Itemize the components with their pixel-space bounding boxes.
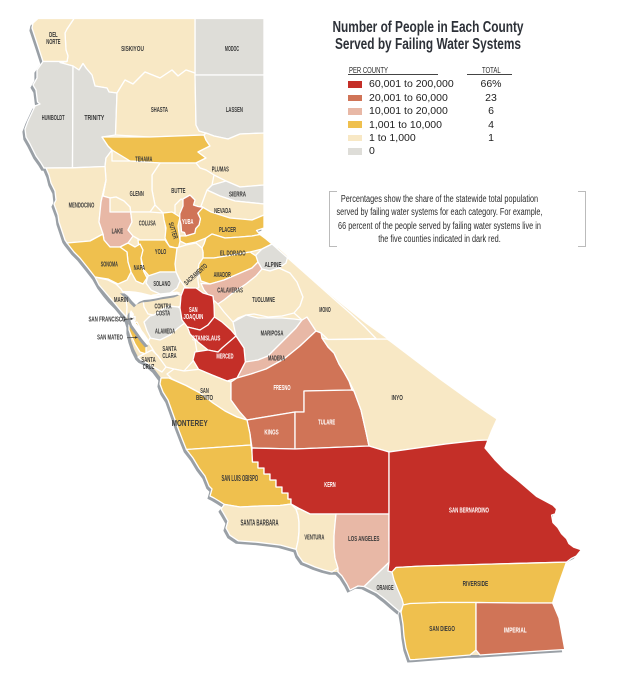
svg-text:AMADOR: AMADOR — [214, 272, 231, 279]
svg-text:MARIN: MARIN — [114, 297, 128, 304]
svg-text:IMPERIAL: IMPERIAL — [504, 628, 527, 635]
svg-text:SAN LUIS OBISPO: SAN LUIS OBISPO — [222, 474, 259, 483]
svg-text:LAKE: LAKE — [112, 229, 124, 236]
svg-text:TEHAMA: TEHAMA — [135, 156, 152, 163]
svg-text:ALPINE: ALPINE — [264, 262, 281, 269]
svg-text:HUMBOLDT: HUMBOLDT — [42, 115, 65, 122]
svg-text:SIERRA: SIERRA — [229, 191, 246, 198]
svg-text:ORANGE: ORANGE — [376, 585, 393, 592]
svg-text:SOLANO: SOLANO — [153, 281, 170, 288]
svg-text:KERN: KERN — [324, 482, 335, 489]
svg-text:SAN MATEO: SAN MATEO — [97, 335, 123, 342]
svg-text:ALAMEDA: ALAMEDA — [155, 329, 175, 336]
svg-text:YUBA: YUBA — [182, 219, 193, 226]
svg-text:BUTTE: BUTTE — [171, 188, 185, 195]
svg-text:SISKIYOU: SISKIYOU — [121, 46, 144, 53]
svg-text:EL DORADO: EL DORADO — [220, 251, 246, 258]
svg-text:PLUMAS: PLUMAS — [212, 166, 229, 173]
svg-text:RIVERSIDE: RIVERSIDE — [463, 581, 489, 588]
svg-text:TRINITY: TRINITY — [84, 115, 104, 122]
svg-text:MONO: MONO — [319, 307, 331, 314]
svg-text:SUTTER: SUTTER — [167, 222, 179, 240]
svg-text:NEVADA: NEVADA — [214, 208, 231, 215]
svg-text:MONTEREY: MONTEREY — [172, 419, 208, 428]
svg-text:LASSEN: LASSEN — [226, 107, 243, 114]
svg-text:MODOC: MODOC — [225, 46, 239, 53]
svg-text:PLACER: PLACER — [219, 227, 236, 234]
svg-text:GLENN: GLENN — [130, 191, 144, 198]
svg-text:NAPA: NAPA — [134, 265, 145, 272]
svg-text:CALAVERAS: CALAVERAS — [217, 288, 243, 295]
svg-text:COLUSA: COLUSA — [139, 221, 156, 228]
svg-text:STANISLAUS: STANISLAUS — [192, 335, 221, 342]
svg-text:TULARE: TULARE — [318, 420, 335, 427]
svg-text:SHASTA: SHASTA — [151, 107, 168, 114]
svg-text:MENDOCINO: MENDOCINO — [69, 202, 95, 209]
svg-text:LOS ANGELES: LOS ANGELES — [348, 536, 380, 543]
svg-text:TUOLUMNE: TUOLUMNE — [252, 297, 275, 304]
svg-text:YOLO: YOLO — [155, 249, 167, 256]
svg-text:SONOMA: SONOMA — [101, 262, 118, 269]
svg-text:SAN BERNARDINO: SAN BERNARDINO — [449, 508, 489, 515]
svg-text:MERCED: MERCED — [216, 354, 233, 361]
svg-text:SAN DIEGO: SAN DIEGO — [429, 626, 455, 633]
svg-text:VENTURA: VENTURA — [304, 534, 324, 541]
svg-text:MARIPOSA: MARIPOSA — [261, 331, 284, 338]
svg-text:SANTA BARBARA: SANTA BARBARA — [241, 519, 279, 528]
svg-text:MADERA: MADERA — [268, 355, 285, 362]
svg-text:FRESNO: FRESNO — [273, 385, 290, 392]
svg-text:KINGS: KINGS — [264, 429, 279, 436]
svg-text:INYO: INYO — [392, 395, 404, 402]
svg-text:SAN FRANCISCO: SAN FRANCISCO — [88, 316, 125, 323]
